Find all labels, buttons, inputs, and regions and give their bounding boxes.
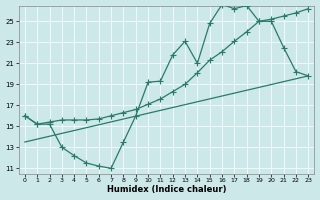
X-axis label: Humidex (Indice chaleur): Humidex (Indice chaleur) (107, 185, 226, 194)
